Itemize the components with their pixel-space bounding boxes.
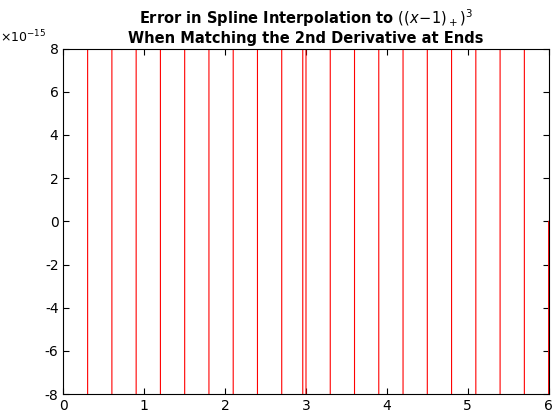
Title: Error in Spline Interpolation to $((x\!-\!1)_+)^3$
When Matching the 2nd Derivat: Error in Spline Interpolation to $((x\!-… (128, 7, 484, 46)
Text: $\times10^{-15}$: $\times10^{-15}$ (1, 29, 46, 45)
